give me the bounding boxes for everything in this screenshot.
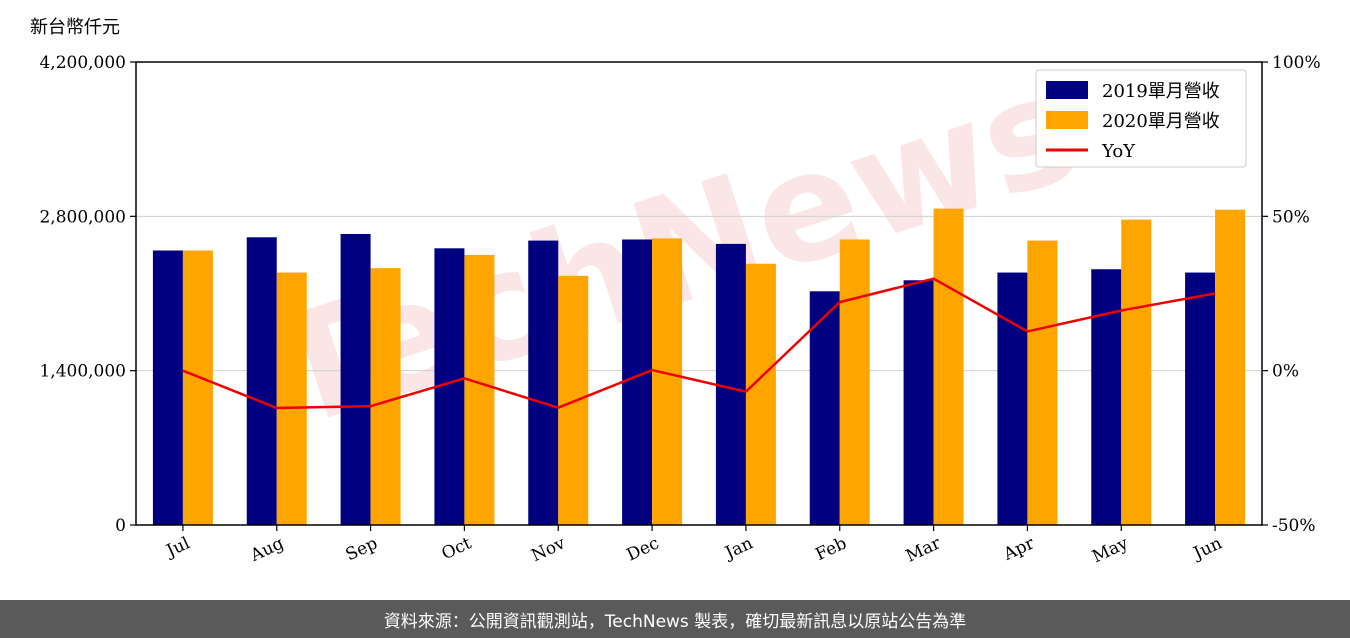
x-tick-label-jan: Jan <box>720 533 756 564</box>
bar-2020-jun <box>1215 209 1246 525</box>
bars-group <box>152 208 1246 526</box>
bar-2019-jun <box>1185 272 1216 525</box>
bar-2019-aug <box>246 237 277 525</box>
bar-2020-mar <box>933 208 964 525</box>
yoy-line-group <box>182 277 1216 410</box>
x-tick-label-apr: Apr <box>1000 533 1039 565</box>
bar-2019-nov <box>528 240 559 526</box>
bar-2020-feb <box>839 239 870 525</box>
bar-2019-sep <box>340 233 371 525</box>
bar-2020-dec <box>652 238 683 525</box>
x-tick-label-dec: Dec <box>624 533 663 565</box>
x-tick-label-jun: Jun <box>1189 533 1225 564</box>
y-right-tick-label: 0% <box>1272 362 1299 382</box>
bar-2019-mar <box>903 280 934 525</box>
y-left-tick-label: 2,800,000 <box>39 207 126 227</box>
legend-label: YoY <box>1101 141 1136 162</box>
plot-frame <box>135 61 1263 526</box>
x-tick-label-oct: Oct <box>439 533 475 564</box>
bar-2020-jul <box>182 250 213 525</box>
x-tick-label-aug: Aug <box>247 533 287 566</box>
bar-2019-apr <box>997 272 1028 525</box>
bar-2020-sep <box>370 268 401 525</box>
gridlines <box>136 215 1262 372</box>
x-tick-label-may: May <box>1089 533 1131 567</box>
y-left-tick-label: 4,200,000 <box>39 53 126 73</box>
bar-2020-jan <box>745 263 776 525</box>
yoy-line <box>182 277 1216 410</box>
bar-2019-may <box>1091 269 1122 525</box>
legend-box <box>1035 69 1247 168</box>
y-left-tick-label: 1,400,000 <box>39 362 126 382</box>
x-tick-label-nov: Nov <box>528 533 568 566</box>
bar-2019-dec <box>622 239 653 525</box>
x-tick-label-jul: Jul <box>162 533 193 562</box>
bar-2020-may <box>1121 219 1152 525</box>
bar-2020-oct <box>464 254 495 525</box>
y-right-tick-label: 50% <box>1272 207 1310 227</box>
legend-swatch <box>1046 81 1088 99</box>
legend-swatch <box>1046 111 1088 129</box>
bar-2019-jul <box>152 250 183 525</box>
source-footer-text: 資料來源：公開資訊觀測站，TechNews 製表，確切最新訊息以原站公告為準 <box>383 611 967 632</box>
legend-label: 2020單月營收 <box>1102 111 1220 132</box>
bar-2019-jan <box>715 243 746 525</box>
x-tick-label-feb: Feb <box>813 533 850 565</box>
y-right-tick-label: -50% <box>1272 516 1316 536</box>
source-footer: 資料來源：公開資訊觀測站，TechNews 製表，確切最新訊息以原站公告為準 <box>0 600 1350 638</box>
y-left-tick-label: 0 <box>115 516 126 536</box>
x-tick-label-mar: Mar <box>903 533 945 567</box>
x-tick-label-sep: Sep <box>343 533 381 565</box>
bar-2020-apr <box>1027 240 1058 526</box>
legend: 2019單月營收 2020單月營收 YoY <box>1035 69 1247 168</box>
axes-group <box>135 61 1263 526</box>
bar-2020-aug <box>276 272 307 525</box>
bar-2019-feb <box>809 291 840 525</box>
legend-label: 2019單月營收 <box>1102 81 1220 102</box>
y-unit-label: 新台幣仟元 <box>30 17 120 38</box>
y-right-tick-label: 100% <box>1272 53 1321 73</box>
revenue-chart: TechNews 01,400,0002,800,0004,200,000-50… <box>30 17 1321 567</box>
